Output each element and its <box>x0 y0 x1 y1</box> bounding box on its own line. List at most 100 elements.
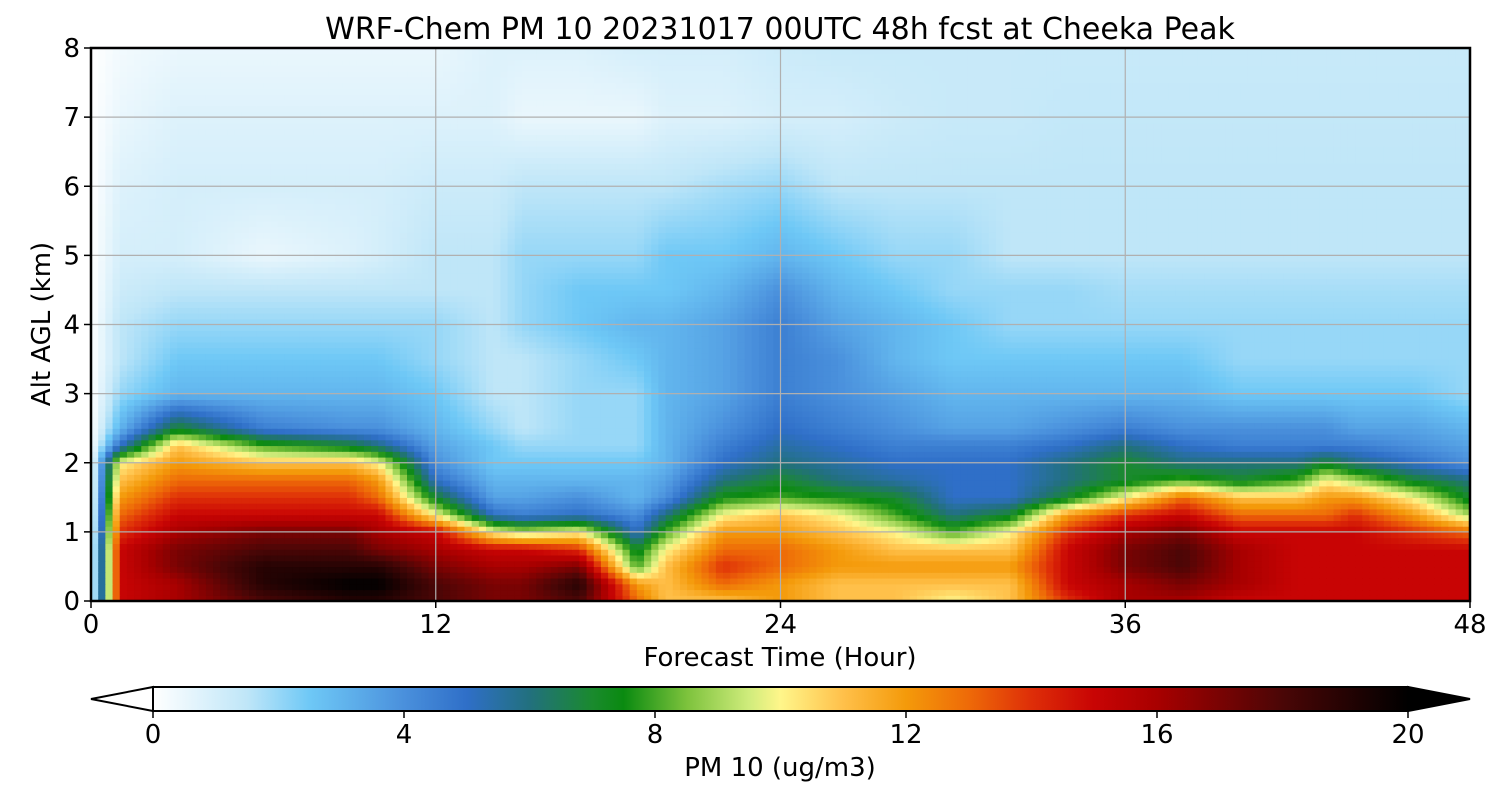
heatmap-cell <box>1146 577 1155 585</box>
heatmap-cell <box>284 566 293 573</box>
heatmap-cell <box>306 526 315 533</box>
heatmap-cell <box>363 451 372 458</box>
heatmap-cell <box>320 468 329 475</box>
heatmap-cell <box>723 491 731 498</box>
heatmap-cell <box>938 480 947 487</box>
heatmap-cell <box>292 549 300 556</box>
heatmap-cell <box>256 560 264 568</box>
heatmap-cell <box>715 468 724 475</box>
heatmap-cell <box>916 560 925 568</box>
heatmap-cell <box>263 554 272 562</box>
heatmap-cell <box>1355 577 1363 585</box>
heatmap-cell <box>162 485 171 493</box>
heatmap-cell <box>363 537 372 544</box>
heatmap-cell <box>536 549 545 556</box>
heatmap-cell <box>442 462 451 470</box>
heatmap-cell <box>1340 474 1349 481</box>
heatmap-cell <box>1311 549 1320 556</box>
heatmap-cell <box>98 554 106 562</box>
heatmap-cell <box>1110 537 1119 544</box>
heatmap-cell <box>313 485 322 493</box>
heatmap-cell <box>148 462 157 470</box>
heatmap-cell <box>658 480 667 487</box>
heatmap-cell <box>1103 537 1112 544</box>
heatmap-cell <box>995 491 1004 498</box>
heatmap-cell <box>600 583 609 591</box>
heatmap-cell <box>780 526 789 533</box>
heatmap-cell <box>916 497 925 504</box>
heatmap-cell <box>608 491 616 498</box>
heatmap-cell <box>679 491 688 498</box>
heatmap-cell <box>299 497 308 504</box>
heatmap-cell <box>284 456 293 464</box>
heatmap-cell <box>1261 514 1270 521</box>
heatmap-cell <box>385 549 394 556</box>
heatmap-cell <box>679 520 688 527</box>
heatmap-cell <box>1204 451 1213 458</box>
heatmap-cell <box>924 549 932 556</box>
heatmap-cell <box>241 474 250 481</box>
heatmap-cell <box>241 451 250 458</box>
heatmap-cell <box>859 595 868 601</box>
heatmap-cell <box>1261 520 1270 527</box>
heatmap-cell <box>852 583 861 591</box>
heatmap-cell <box>873 549 882 556</box>
heatmap-cell <box>586 549 595 556</box>
heatmap-cell <box>830 462 839 470</box>
heatmap-cell <box>320 595 329 601</box>
heatmap-cell <box>1268 566 1277 573</box>
heatmap-cell <box>335 480 343 487</box>
heatmap-cell <box>1304 560 1313 568</box>
heatmap-cell <box>550 531 559 539</box>
heatmap-cell <box>1448 491 1457 498</box>
heatmap-cell <box>277 514 286 521</box>
heatmap-cell <box>1398 474 1406 481</box>
heatmap-cell <box>1232 537 1241 544</box>
heatmap-cell <box>342 566 351 573</box>
heatmap-cell <box>191 503 200 510</box>
heatmap-cell <box>220 589 229 596</box>
heatmap-cell <box>1189 503 1198 510</box>
heatmap-cell <box>270 526 279 533</box>
heatmap-cell <box>1276 577 1284 585</box>
heatmap-cell <box>1089 480 1098 487</box>
heatmap-cell <box>1383 468 1392 475</box>
heatmap-cell <box>730 583 738 591</box>
heatmap-cell <box>1304 543 1313 550</box>
heatmap-cell <box>198 474 207 481</box>
heatmap-cell <box>457 526 466 533</box>
heatmap-cell <box>198 526 207 533</box>
heatmap-cell <box>1010 520 1019 527</box>
heatmap-cell <box>1448 526 1457 533</box>
heatmap-cell <box>98 583 106 591</box>
heatmap-cell <box>1347 503 1356 510</box>
heatmap-cell <box>543 577 552 585</box>
heatmap-cell <box>428 474 437 481</box>
heatmap-cell <box>744 503 753 510</box>
heatmap-cell <box>399 526 408 533</box>
heatmap-cell <box>191 520 200 527</box>
heatmap-cell <box>644 456 652 464</box>
heatmap-cell <box>1161 543 1169 550</box>
heatmap-cell <box>916 543 925 550</box>
heatmap-cell <box>1319 520 1327 527</box>
heatmap-cell <box>974 485 983 493</box>
heatmap-cell <box>974 531 983 539</box>
heatmap-cell <box>234 572 243 579</box>
heatmap-cell <box>629 531 638 539</box>
heatmap-cell <box>1311 589 1320 596</box>
heatmap-cell <box>1333 583 1342 591</box>
heatmap-cell <box>385 462 394 470</box>
heatmap-cell <box>881 468 889 475</box>
heatmap-cell <box>902 485 911 493</box>
heatmap-cell <box>550 456 559 464</box>
heatmap-cell <box>1390 572 1399 579</box>
heatmap-cell <box>1383 589 1392 596</box>
heatmap-cell <box>1053 572 1062 579</box>
heatmap-cell <box>557 566 566 573</box>
heatmap-cell <box>550 583 559 591</box>
heatmap-cell <box>794 497 803 504</box>
heatmap-cell <box>198 514 207 521</box>
heatmap-cell <box>1261 480 1270 487</box>
heatmap-cell <box>392 480 401 487</box>
